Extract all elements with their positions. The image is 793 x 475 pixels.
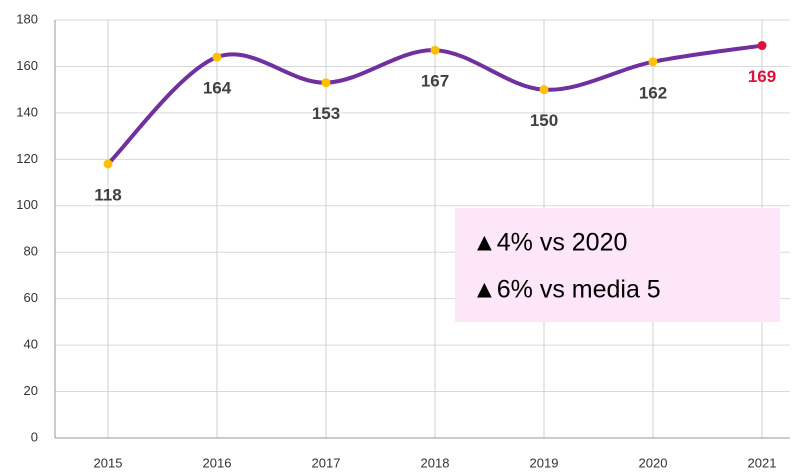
value-label: 169 xyxy=(748,67,776,86)
value-label: 164 xyxy=(203,79,232,98)
x-tick-label: 2019 xyxy=(530,455,559,470)
annotation: ▲4% vs 2020 xyxy=(472,229,627,257)
point xyxy=(648,57,658,67)
value-label: 150 xyxy=(530,111,558,130)
x-tick-label: 2020 xyxy=(639,455,668,470)
annotation: ▲6% vs media 5 xyxy=(472,276,661,304)
x-tick-label: 2015 xyxy=(94,455,123,470)
y-tick-label: 80 xyxy=(24,244,38,259)
value-label: 118 xyxy=(94,185,121,204)
x-tick-label: 2016 xyxy=(203,455,232,470)
value-label: 153 xyxy=(312,104,340,123)
y-tick-label: 180 xyxy=(16,11,38,26)
point xyxy=(212,52,222,62)
value-label: 162 xyxy=(639,83,667,102)
y-tick-label: 0 xyxy=(31,429,38,444)
point xyxy=(103,159,113,169)
x-tick-label: 2017 xyxy=(312,455,341,470)
point xyxy=(430,45,440,55)
point xyxy=(321,78,331,88)
y-tick-label: 20 xyxy=(24,383,38,398)
y-tick-label: 120 xyxy=(16,151,38,166)
y-tick-label: 60 xyxy=(24,290,38,305)
y-tick-label: 140 xyxy=(16,104,38,119)
point xyxy=(757,41,767,51)
value-label: 167 xyxy=(421,72,449,91)
x-tick-label: 2021 xyxy=(748,455,777,470)
point xyxy=(539,85,549,95)
y-tick-label: 100 xyxy=(16,197,38,212)
y-tick-label: 160 xyxy=(16,58,38,73)
annotation-box xyxy=(455,208,780,322)
x-tick-label: 2018 xyxy=(421,455,450,470)
y-tick-label: 40 xyxy=(24,337,38,352)
